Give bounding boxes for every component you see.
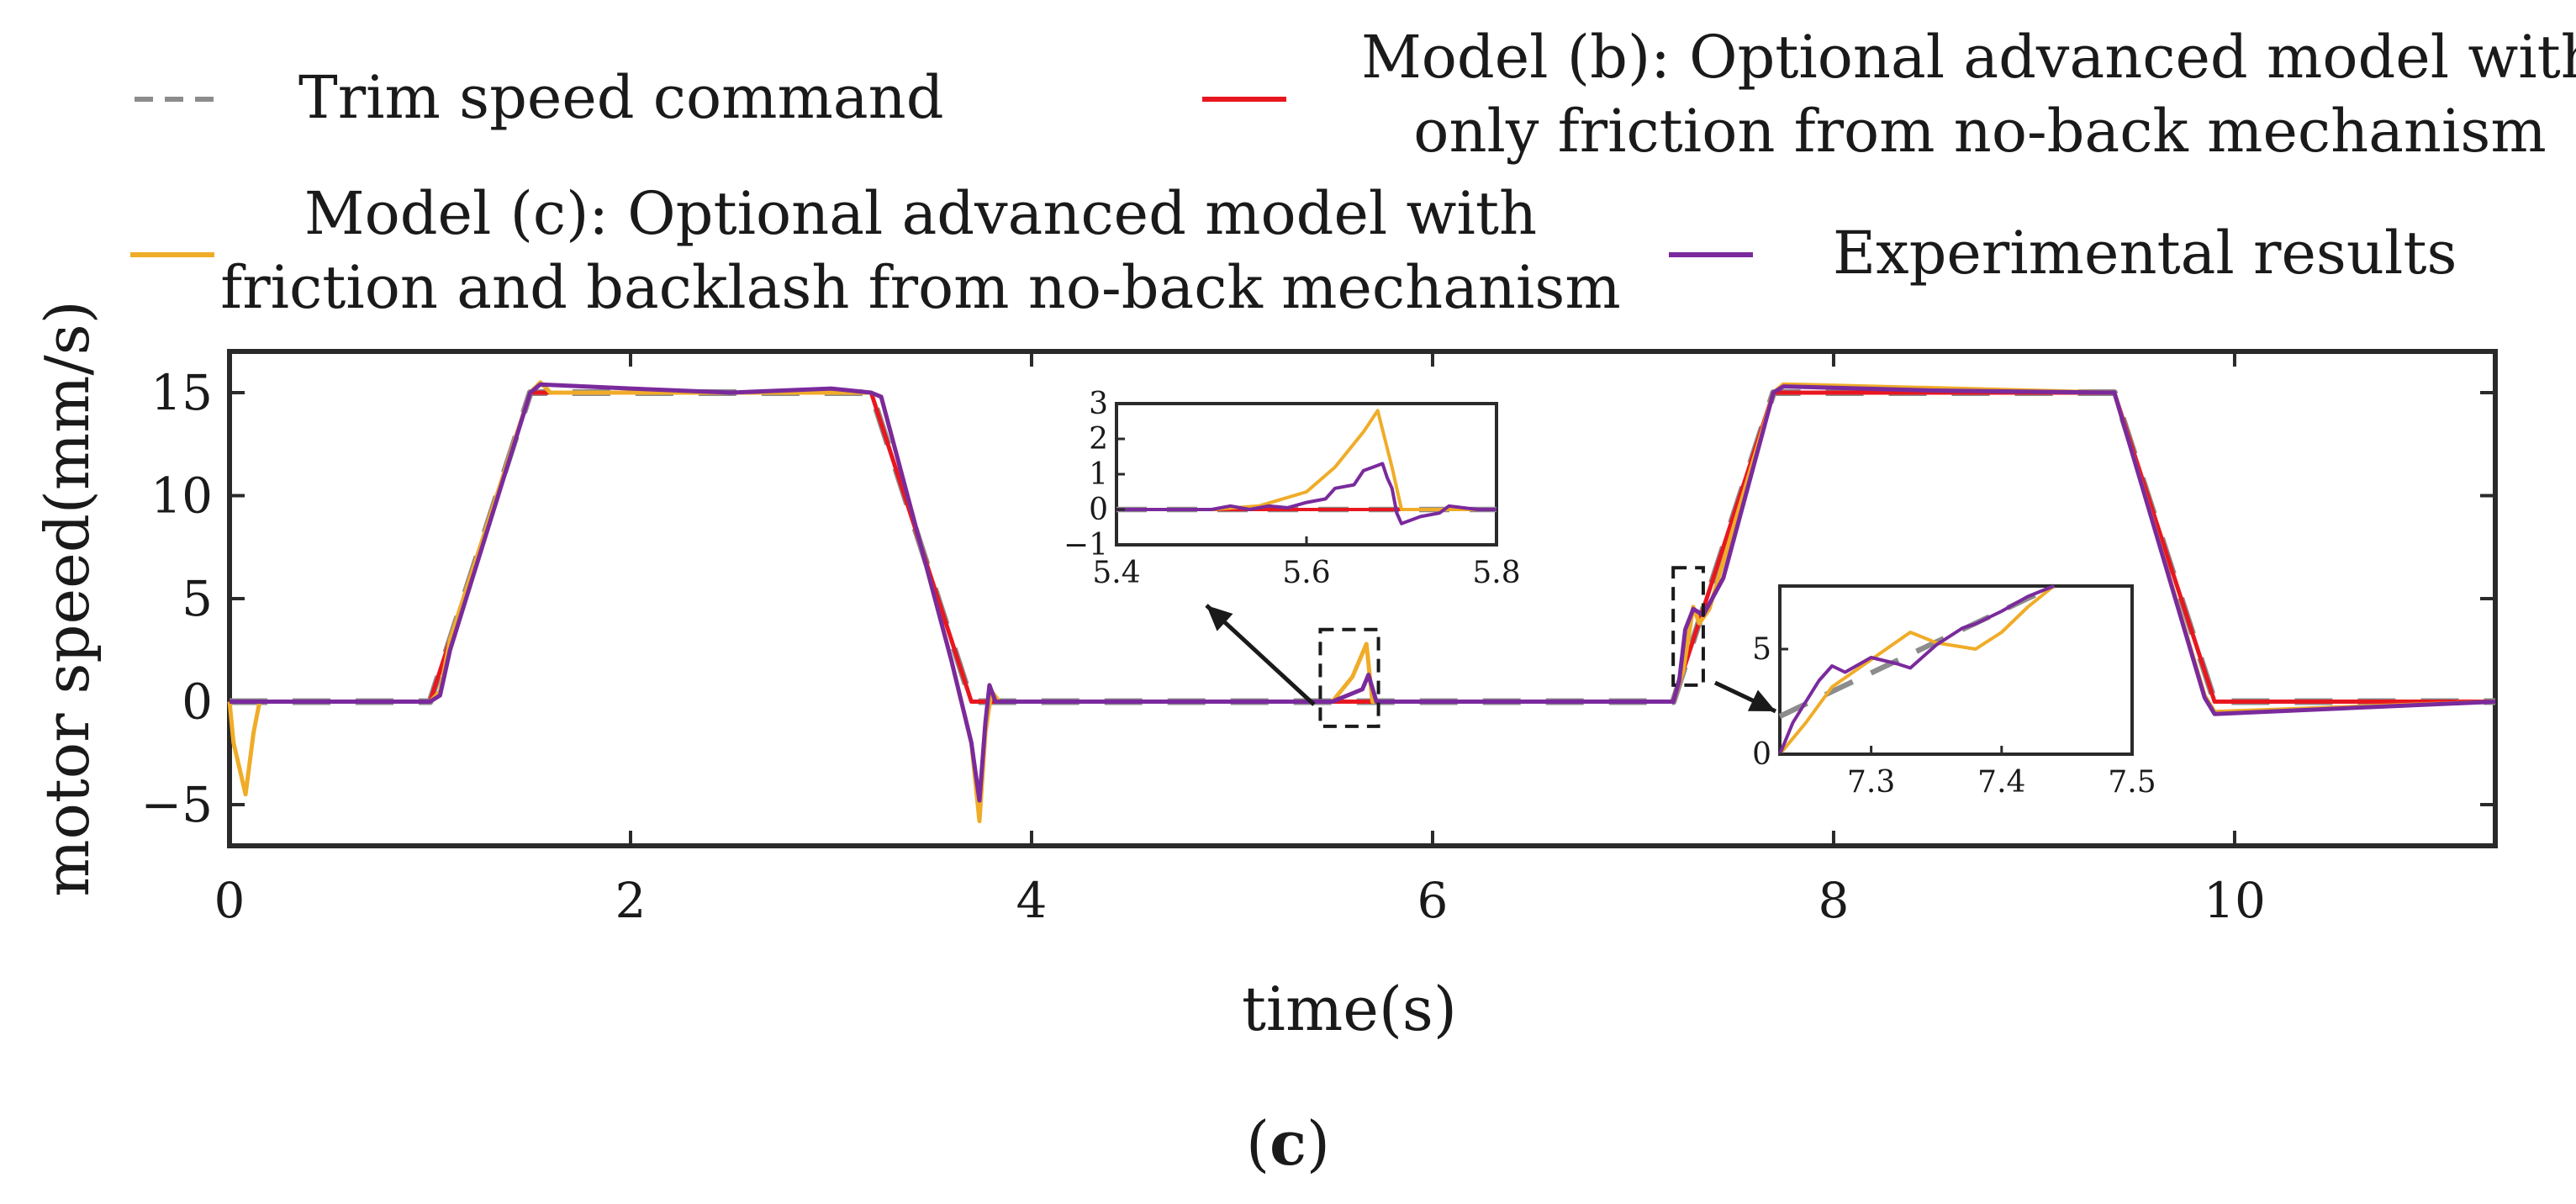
legend-label-b-line2: only friction from no-back mechanism <box>1413 97 2546 166</box>
inset-y-tick-label: 1 <box>1089 457 1108 492</box>
inset-line-experimental-results <box>1116 462 1497 525</box>
inset-x-tick-label: 7.5 <box>2108 765 2156 800</box>
inset-y-tick-label: 0 <box>1089 493 1108 527</box>
inset-plot-2: 7.3 7.4 7.5 0 5 <box>1752 584 2156 800</box>
y-tick-label: 5 <box>182 570 213 627</box>
x-tick-label: 10 <box>2204 872 2266 929</box>
inset-frame <box>1115 402 1498 547</box>
inset-x-tick-label: 5.8 <box>1472 556 1520 590</box>
zoom-arrow-head <box>1747 689 1776 711</box>
legend-label-c-line2: friction and backlash from no-back mecha… <box>220 253 1620 322</box>
zoom-box <box>1671 566 1705 687</box>
y-axis-label: motor speed(mm/s) <box>32 300 103 897</box>
x-axis-label: time(s) <box>1242 974 1457 1044</box>
inset-series <box>1116 409 1497 525</box>
caption: (c) <box>1246 1107 1330 1179</box>
series-line-experimental-results <box>230 382 2496 803</box>
caption-close-paren: ) <box>1306 1108 1330 1179</box>
legend-item-c: Model (c): Optional advanced model with … <box>130 179 1621 322</box>
legend-item-exp: Experimental results <box>1669 219 2457 288</box>
x-tick-label: 2 <box>615 872 647 929</box>
inset-line-experimental-results <box>1778 584 2055 755</box>
legend-label-b-line1: Model (b): Optional advanced model with <box>1361 23 2576 92</box>
caption-letter: c <box>1270 1107 1306 1179</box>
zoom-annotations <box>1205 566 1777 728</box>
inset-frame <box>1778 584 2134 756</box>
inset-y-tick-label: 3 <box>1089 387 1108 421</box>
x-tick-label: 0 <box>214 872 245 929</box>
inset-series <box>1778 584 2056 756</box>
y-tick-label: 15 <box>150 364 213 421</box>
legend-label-cmd: Trim speed command <box>298 63 944 132</box>
x-tick-label: 6 <box>1417 872 1449 929</box>
inset-x-tick-label: 5.6 <box>1282 556 1330 590</box>
inset-x-tick-label: 5.4 <box>1092 556 1140 590</box>
inset-line-model-c <box>1778 584 2056 756</box>
inset-y-tick-label: −1 <box>1064 528 1108 562</box>
y-tick-label: 10 <box>150 467 213 525</box>
inset-x-tick-label: 7.3 <box>1847 765 1895 800</box>
zoom-arrow-head <box>1206 605 1233 631</box>
series-lines <box>227 380 2496 824</box>
inset-y-tick-label: 5 <box>1752 632 1771 667</box>
caption-open-paren: ( <box>1246 1108 1270 1179</box>
x-tick-label: 4 <box>1016 872 1048 929</box>
y-tick-label: −5 <box>141 776 214 833</box>
legend-item-b: Model (b): Optional advanced model with … <box>1202 23 2576 166</box>
y-tick-label: 0 <box>182 673 213 731</box>
legend-item-cmd: Trim speed command <box>135 63 944 132</box>
inset-y-tick-label: 0 <box>1752 737 1771 772</box>
zoom-box <box>1318 627 1380 728</box>
inset-x-tick-label: 7.4 <box>1977 765 2025 800</box>
x-ticks: 0 2 4 6 8 10 <box>214 351 2266 929</box>
x-tick-label: 8 <box>1819 872 1850 929</box>
legend-label-c-line1: Model (c): Optional advanced model with <box>304 179 1537 248</box>
legend: Trim speed command Model (b): Optional a… <box>130 23 2576 322</box>
legend-label-exp: Experimental results <box>1833 219 2457 288</box>
inset-y-tick-label: 2 <box>1089 422 1108 457</box>
